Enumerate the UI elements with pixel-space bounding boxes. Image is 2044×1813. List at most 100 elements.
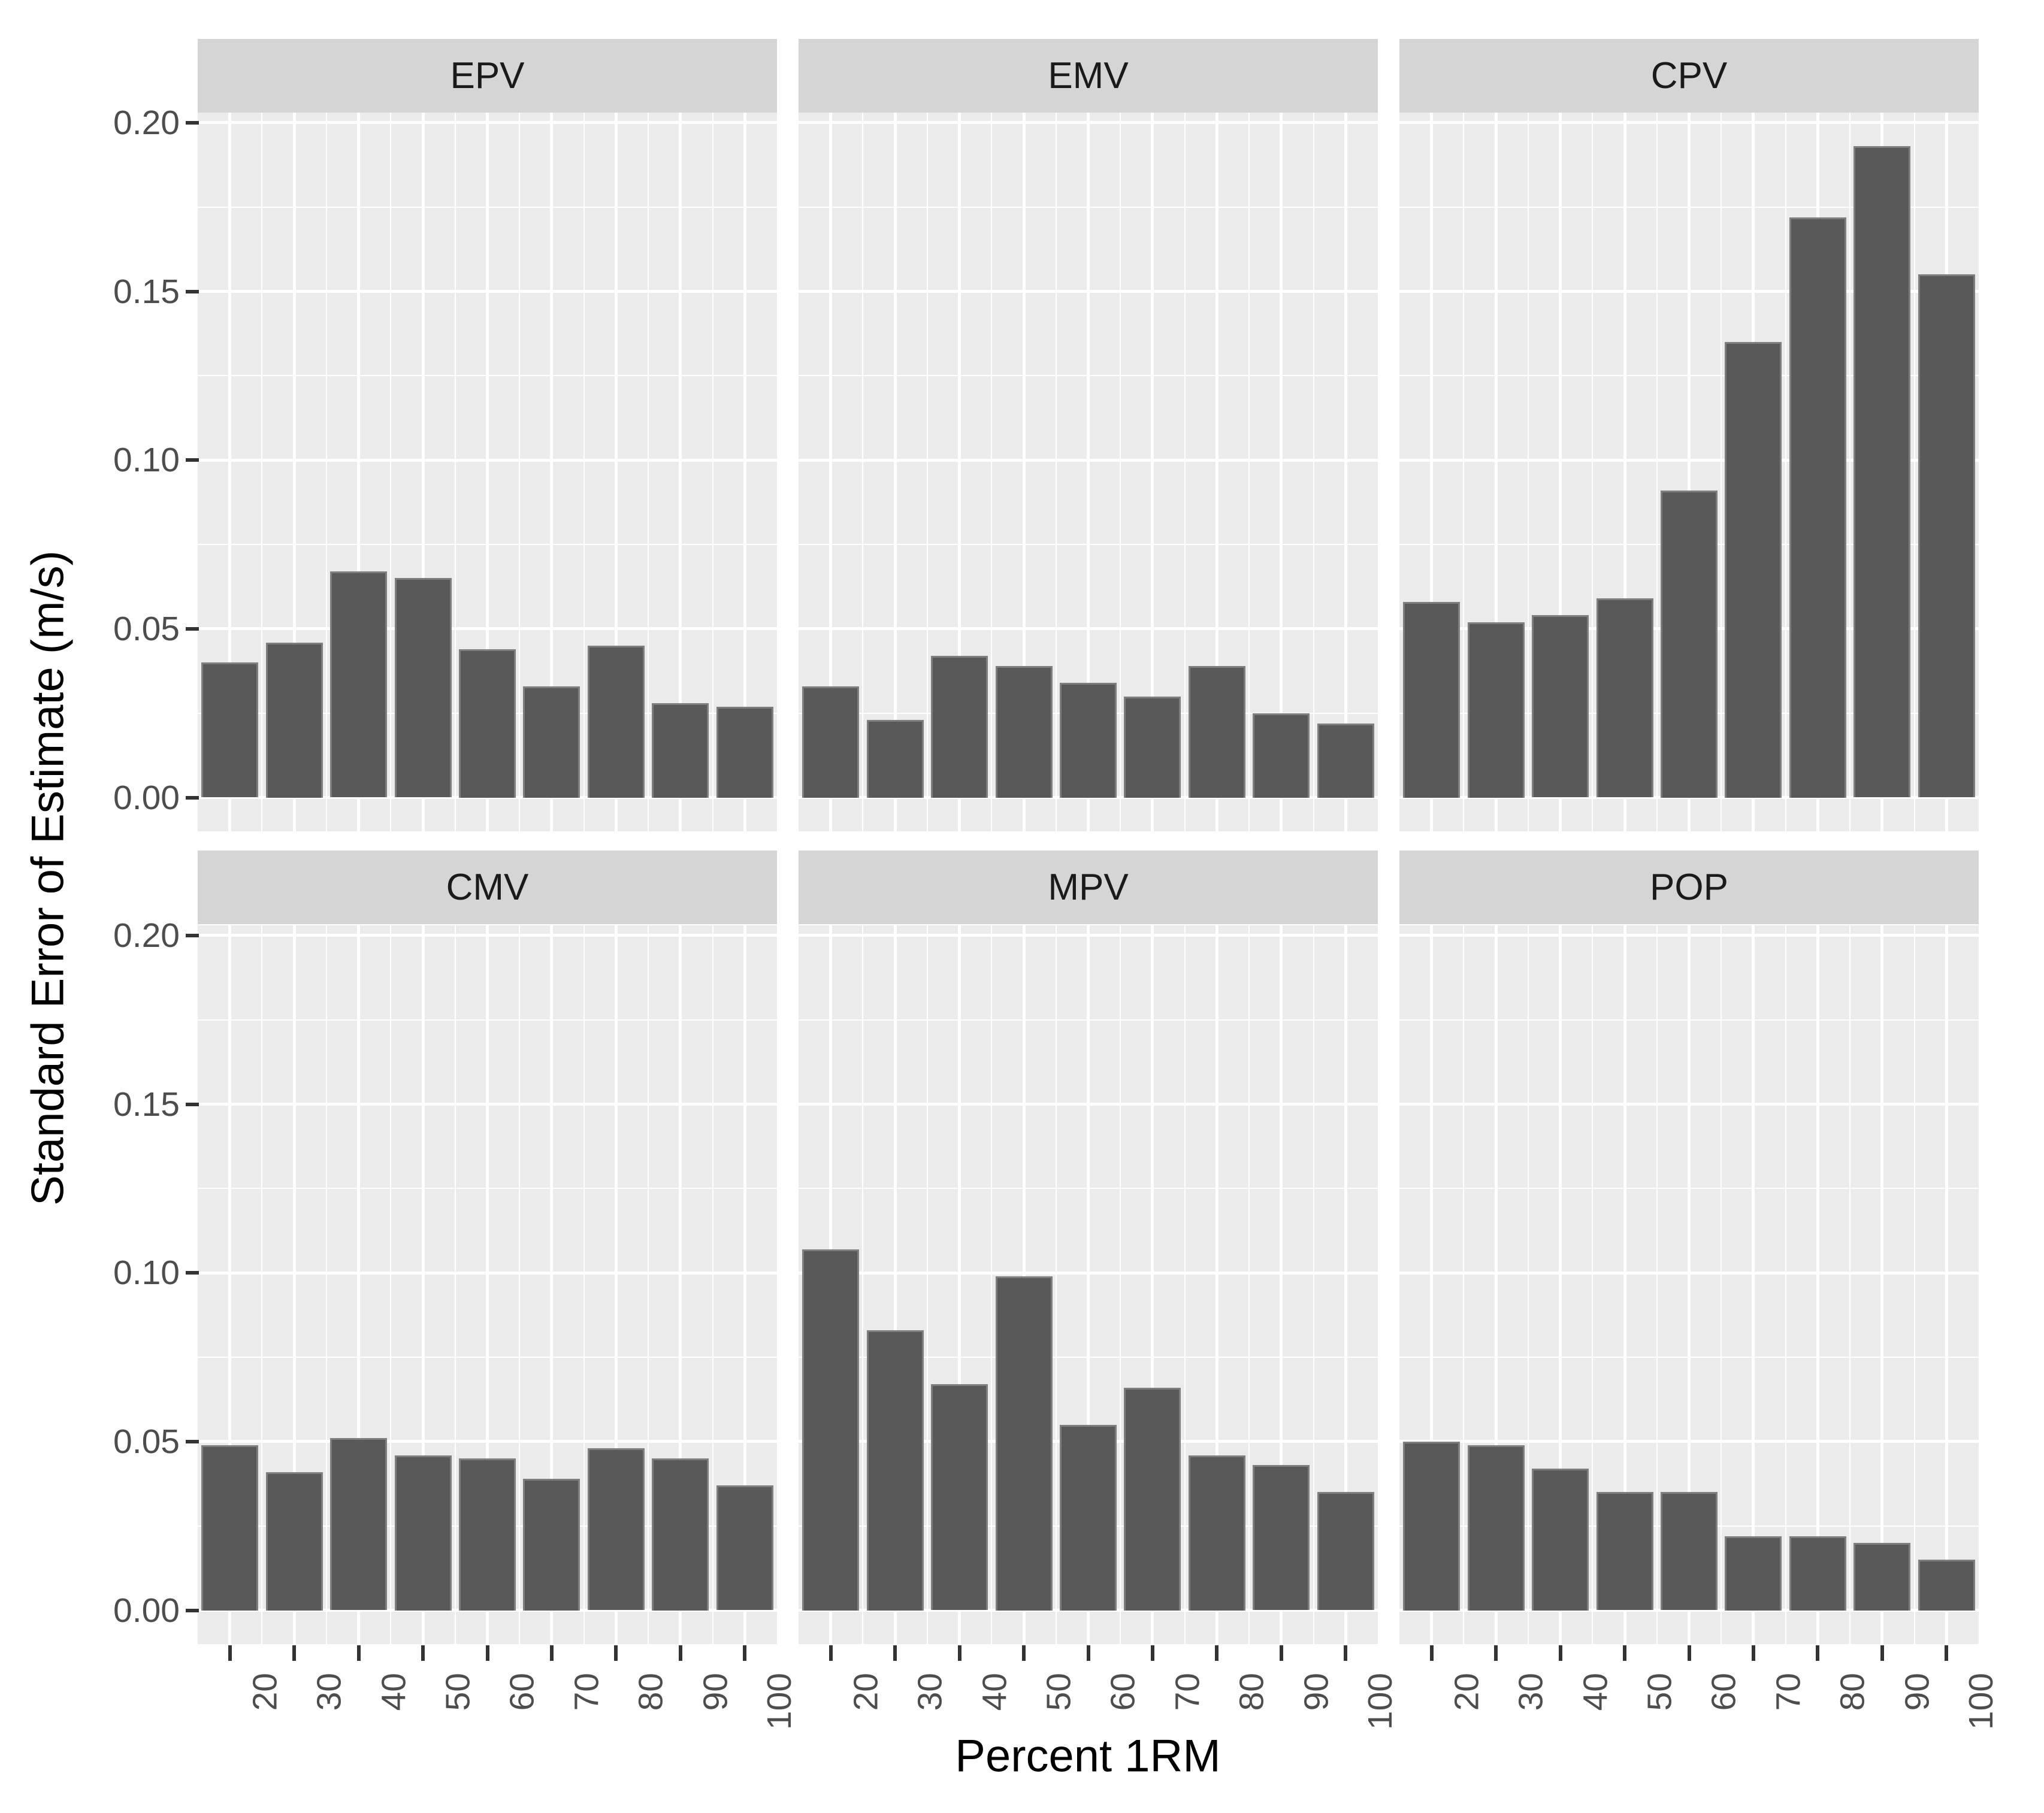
gridline-y-minor (799, 1188, 1378, 1189)
y-tick-mark (186, 934, 199, 937)
y-tick-label: 0.15 (113, 273, 180, 311)
gridline-y-major (198, 290, 777, 293)
x-tick-label: 70 (567, 1673, 606, 1711)
facet-strip-label: POP (1650, 867, 1728, 908)
bar-cmv-90 (652, 1458, 709, 1611)
gridline-x-major (1816, 925, 1819, 1644)
bar-cpv-90 (1853, 146, 1910, 797)
gridline-x-major (1087, 925, 1090, 1644)
gridline-x-minor (991, 925, 992, 1644)
x-tick-mark (1151, 1645, 1154, 1661)
y-tick-label: 0.10 (113, 1254, 180, 1292)
x-tick-label: 100 (760, 1673, 799, 1730)
bar-emv-30 (867, 720, 924, 798)
gridline-x-minor (1528, 925, 1529, 1644)
facet-strip-label: EPV (450, 55, 525, 96)
gridline-y-major (198, 1272, 777, 1275)
x-tick-label: 40 (975, 1673, 1014, 1711)
x-tick-mark (550, 1645, 554, 1661)
gridline-x-major (293, 925, 296, 1644)
y-tick-mark (186, 1609, 199, 1612)
x-tick-mark (292, 1645, 296, 1661)
gridline-x-minor (1056, 113, 1057, 831)
x-tick-mark (228, 1645, 232, 1661)
bar-pop-40 (1532, 1469, 1589, 1611)
gridline-x-minor (583, 113, 585, 831)
x-tick-label: 90 (1297, 1673, 1335, 1711)
y-tick-label: 0.00 (113, 1591, 180, 1630)
gridline-x-major (1023, 113, 1026, 831)
bar-epv-20 (201, 662, 258, 797)
gridline-x-major (1880, 925, 1883, 1644)
bar-mpv-90 (1253, 1465, 1310, 1610)
x-tick-label: 60 (1704, 1673, 1743, 1711)
gridline-x-major (958, 113, 961, 831)
x-tick-label: 20 (846, 1673, 885, 1711)
bar-pop-80 (1789, 1536, 1846, 1611)
gridline-x-major (743, 113, 746, 831)
gridline-x-minor (1463, 113, 1464, 831)
y-tick-label: 0.20 (113, 104, 180, 142)
bar-mpv-100 (1317, 1492, 1374, 1610)
x-tick-mark (357, 1645, 361, 1661)
gridline-x-major (615, 925, 618, 1644)
gridline-y-minor (198, 544, 777, 545)
gridline-x-major (1430, 925, 1433, 1644)
x-tick-label: 70 (1168, 1673, 1207, 1711)
gridline-y-major (1399, 290, 1979, 293)
bar-pop-20 (1403, 1442, 1460, 1611)
y-tick-mark (186, 121, 199, 125)
gridline-x-major (1215, 925, 1218, 1644)
gridline-x-minor (648, 925, 649, 1644)
x-tick-label: 50 (1039, 1673, 1078, 1711)
facet-strip-cpv: CPV (1399, 39, 1979, 113)
gridline-x-major (228, 925, 231, 1644)
bar-pop-30 (1468, 1445, 1525, 1611)
gridline-x-major (743, 925, 746, 1644)
gridline-x-minor (261, 925, 262, 1644)
gridline-y-major (799, 121, 1378, 124)
bar-epv-60 (459, 649, 516, 798)
gridline-x-major (679, 113, 682, 831)
gridline-x-minor (1656, 925, 1658, 1644)
y-tick-mark (186, 290, 199, 293)
facet-panel-emv (799, 113, 1378, 831)
bar-cmv-70 (523, 1479, 580, 1611)
gridline-x-minor (1914, 113, 1915, 831)
gridline-x-major (615, 113, 618, 831)
gridline-x-major (1752, 925, 1755, 1644)
bar-epv-40 (330, 571, 387, 797)
gridline-y-major (799, 1103, 1378, 1106)
bar-cpv-80 (1789, 217, 1846, 798)
bar-epv-90 (652, 703, 709, 798)
x-tick-mark (614, 1645, 618, 1661)
x-tick-label: 50 (439, 1673, 477, 1711)
gridline-y-major (198, 934, 777, 937)
x-tick-label: 60 (503, 1673, 541, 1711)
facet-strip-label: CMV (446, 867, 529, 908)
gridline-x-major (894, 113, 897, 831)
x-tick-mark (1494, 1645, 1498, 1661)
x-tick-mark (893, 1645, 897, 1661)
gridline-x-minor (648, 113, 649, 831)
x-tick-mark (829, 1645, 833, 1661)
bar-cpv-30 (1468, 622, 1525, 798)
x-tick-mark (1752, 1645, 1755, 1661)
gridline-x-minor (712, 113, 713, 831)
gridline-x-major (1945, 925, 1948, 1644)
gridline-x-minor (1785, 113, 1786, 831)
gridline-x-minor (1849, 113, 1851, 831)
x-tick-mark (1945, 1645, 1948, 1661)
x-tick-label: 70 (1769, 1673, 1807, 1711)
bar-emv-60 (1060, 683, 1117, 798)
bar-emv-80 (1189, 666, 1245, 798)
x-tick-label: 30 (911, 1673, 949, 1711)
gridline-x-minor (390, 113, 391, 831)
bar-pop-100 (1918, 1560, 1975, 1611)
gridline-x-major (422, 925, 425, 1644)
x-tick-label: 60 (1103, 1673, 1142, 1711)
gridline-x-major (357, 925, 360, 1644)
gridline-x-minor (1785, 925, 1786, 1644)
bar-cmv-60 (459, 1458, 516, 1611)
gridline-y-minor (799, 1019, 1378, 1021)
